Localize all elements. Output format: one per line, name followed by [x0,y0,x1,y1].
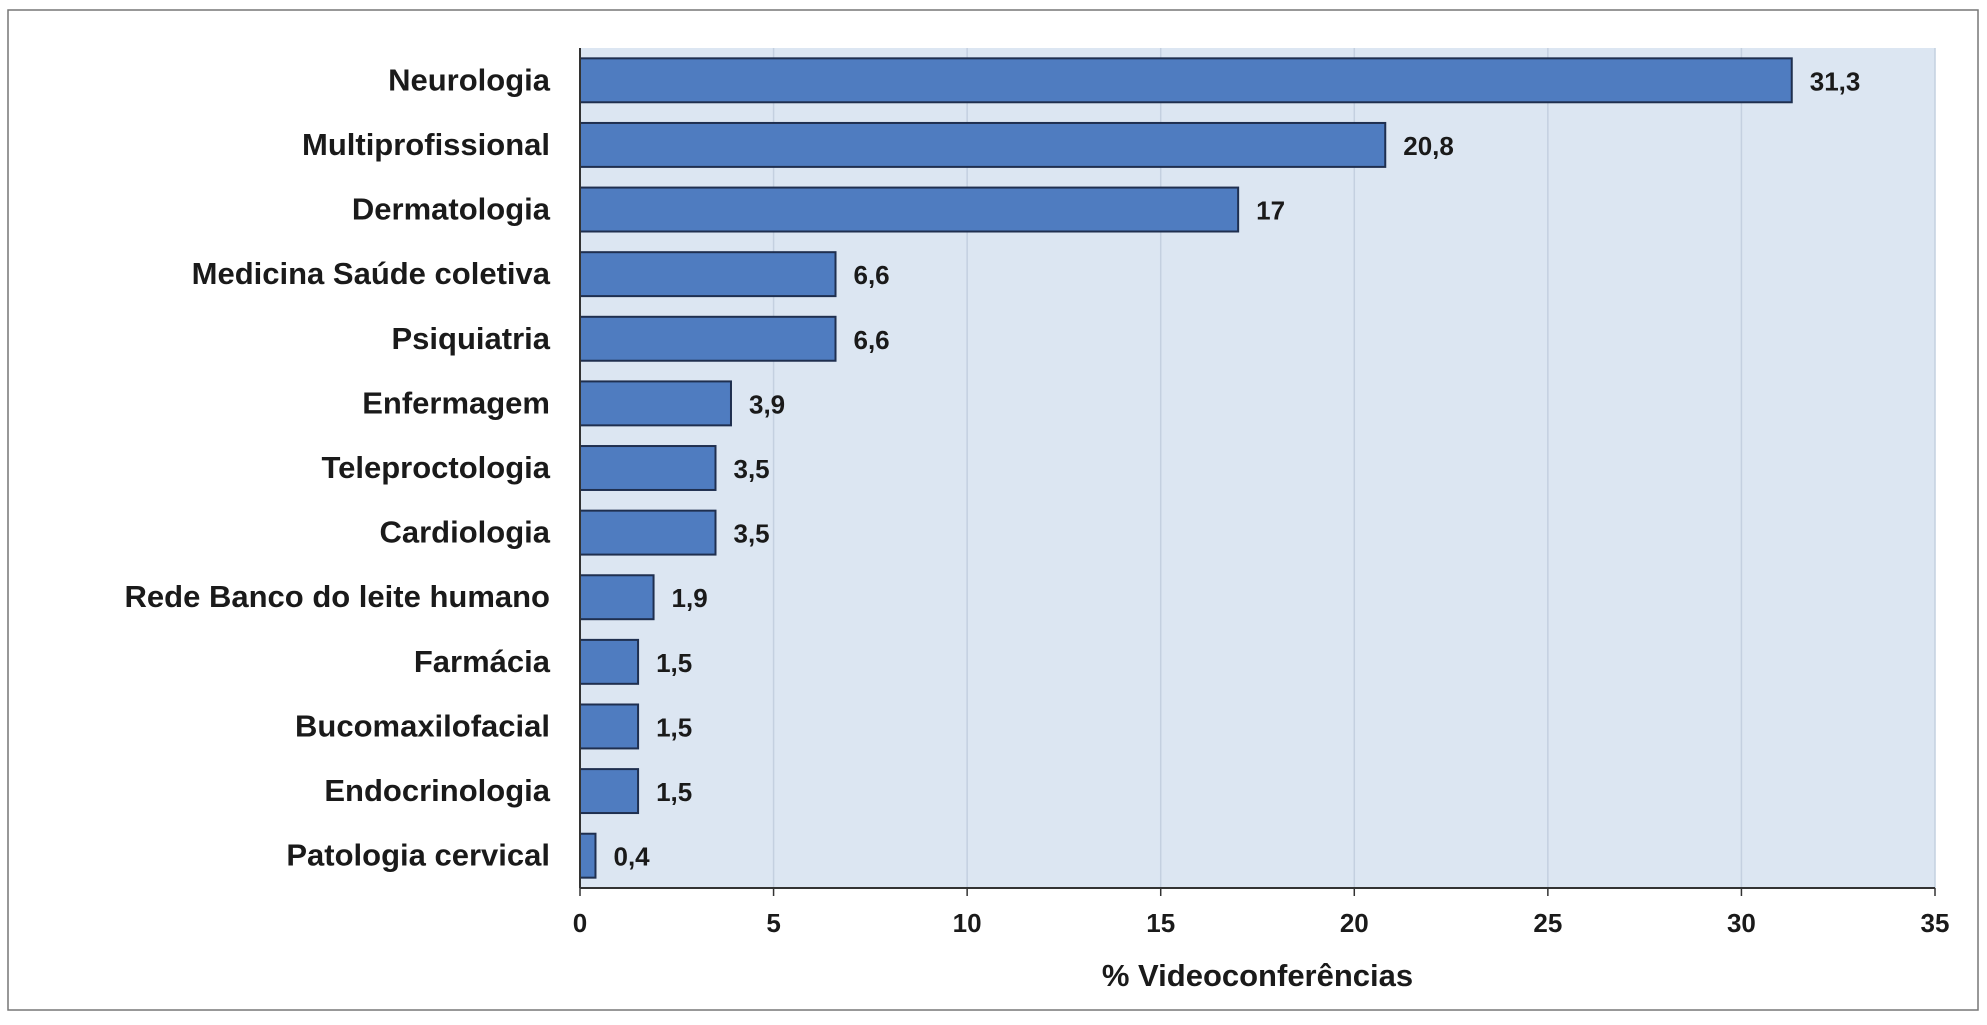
x-tick-label: 15 [1146,908,1175,938]
bar [579,445,717,491]
category-label: Dermatologia [352,192,551,227]
category-label: Cardiologia [379,515,550,550]
category-label: Neurologia [388,62,551,97]
data-label: 3,9 [749,389,785,419]
x-tick-label: 5 [766,908,780,938]
x-tick-label: 10 [953,908,982,938]
x-tick-label: 0 [573,908,587,938]
bar [579,638,640,685]
category-label: Enfermagem [362,385,550,420]
bar [579,251,837,298]
data-label: 3,5 [734,519,770,549]
category-label: Patologia cervical [286,838,550,873]
x-tick-label: 20 [1340,908,1369,938]
category-label: Rede Banco do leite humano [125,579,550,614]
bar [579,574,655,621]
bar [579,57,1793,104]
category-label: Multiprofissional [302,127,550,162]
data-label: 1,5 [656,777,692,807]
data-label: 0,4 [613,842,650,872]
data-label: 1,5 [656,648,692,678]
bar [579,380,732,427]
bar [579,768,640,815]
data-label: 6,6 [854,260,890,290]
data-label: 3,5 [734,454,770,484]
x-tick-label: 30 [1727,908,1756,938]
bar [579,121,1387,168]
data-label: 6,6 [854,325,890,355]
bar [579,315,837,362]
bar [579,509,717,556]
bar [579,832,597,879]
category-label: Bucomaxilofacial [295,708,550,743]
x-tick-label: 35 [1921,908,1950,938]
data-label: 20,8 [1403,131,1454,161]
data-label: 1,5 [656,712,692,742]
x-axis-title: % Videoconferências [1102,958,1413,993]
x-tick-label: 25 [1533,908,1562,938]
category-label: Medicina Saúde coletiva [192,256,551,291]
plot-area [580,48,1935,888]
category-label: Teleproctologia [321,450,550,485]
category-label: Endocrinologia [324,773,550,808]
labels: 0 5 10 15 20 25 30 35 Neurologia 31,3 Multiprofiss… [125,62,1950,938]
bar [579,186,1240,233]
category-label: Farmácia [414,644,551,679]
bars [579,57,1793,879]
bar [579,703,640,750]
data-label: 31,3 [1810,66,1861,96]
category-label: Psiquiatria [392,321,551,356]
data-label: 1,9 [672,583,708,613]
axes [579,48,1936,896]
data-label: 17 [1256,196,1285,226]
